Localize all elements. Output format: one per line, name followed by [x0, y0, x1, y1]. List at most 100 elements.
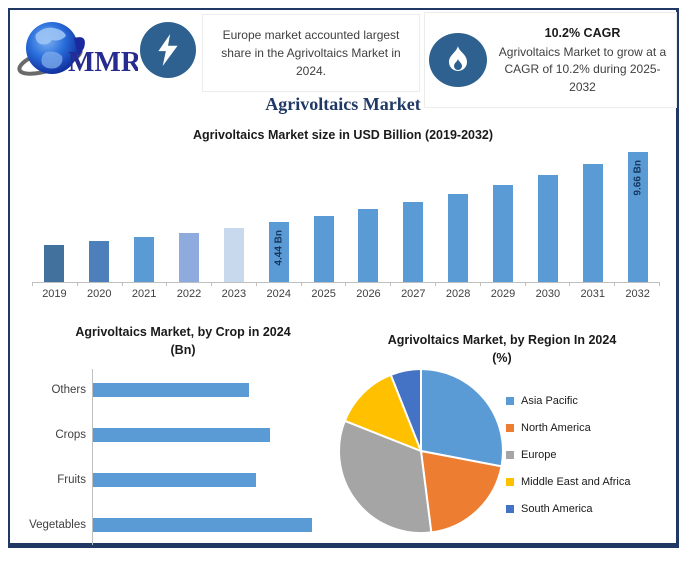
legend-marker [506, 450, 514, 459]
tick [615, 282, 660, 286]
x-axis-ticks [32, 282, 660, 286]
market-size-chart-title: Agrivoltaics Market size in USD Billion … [192, 128, 494, 142]
crop-chart-plot: Others Crops Fruits Vegetables [18, 367, 348, 547]
crop-row: Fruits [18, 457, 348, 502]
bar-column [436, 147, 481, 282]
x-axis-label: 2025 [311, 288, 336, 300]
bar-column [301, 147, 346, 282]
crop-category-label: Others [51, 383, 86, 396]
crop-bar-track [93, 427, 348, 442]
bar-column [391, 147, 436, 282]
bar-value-label: 4.44 Bn [273, 230, 285, 266]
tick [346, 282, 392, 286]
x-axis-label: 2030 [535, 288, 561, 300]
tick [570, 282, 616, 286]
highlight-note-text: Europe market accounted largest share in… [221, 28, 401, 78]
bar-column [77, 147, 122, 282]
legend-label: South America [521, 502, 593, 515]
tick [167, 282, 213, 286]
tick [78, 282, 123, 286]
x-axis-label: 2019 [42, 288, 67, 300]
x-axis-label: 2027 [401, 288, 426, 300]
x-axis-label: 2028 [445, 288, 471, 300]
bar-2031 [582, 164, 603, 282]
region-chart-title-line1: Agrivoltaics Market, by Region In 2024 [387, 333, 617, 347]
bar-column [167, 147, 212, 282]
x-axis-label: 2022 [176, 288, 202, 300]
infographic-frame: MMR Europe market accounted largest shar… [8, 8, 679, 548]
tick [33, 282, 78, 286]
legend-marker [506, 423, 514, 432]
mmr-logo: MMR [16, 16, 142, 84]
bar-column [122, 147, 167, 282]
region-chart-title-line2: (%) [492, 350, 512, 365]
bar-column [481, 147, 526, 282]
legend-item: North America [506, 421, 630, 434]
crop-bar-crops [93, 427, 270, 442]
legend-label: Europe [521, 448, 557, 461]
legend-item: South America [506, 502, 630, 515]
highlight-note: Europe market accounted largest share in… [202, 14, 420, 92]
flame-icon [429, 33, 487, 87]
cagr-heading: 10.2% CAGR [544, 25, 621, 40]
crop-bar-vegetables [93, 517, 312, 532]
crop-row: Others [18, 367, 348, 412]
bar-2030 [537, 175, 558, 282]
legend-item: Europe [506, 448, 630, 461]
crop-bar-track [93, 382, 348, 397]
tick [302, 282, 347, 286]
bar-2019 [44, 245, 65, 282]
bar-2024: 4.44 Bn [268, 222, 289, 282]
bar-column [32, 147, 77, 282]
tick [526, 282, 571, 286]
flame-glyph [449, 46, 467, 71]
bar-2027 [403, 202, 424, 282]
logo-text: MMR [68, 47, 138, 78]
x-axis-labels: 2019 2020 2021 2022 2023 2024 2025 2026 2027 2028… [32, 288, 660, 300]
crop-bar-fruits [93, 472, 256, 487]
bar-column [211, 147, 256, 282]
bar-column [525, 147, 570, 282]
crop-category-label: Crops [55, 428, 86, 441]
x-axis-label: 2032 [625, 288, 650, 300]
bar-2029 [493, 185, 514, 282]
bar-column [570, 147, 615, 282]
crop-category-label: Fruits [57, 473, 86, 486]
bar-2021 [134, 237, 155, 282]
crop-chart: Agrivoltaics Market, by Crop in 2024 (Bn… [18, 324, 348, 547]
bar-2025 [313, 216, 334, 282]
lightning-icon [140, 22, 196, 78]
x-axis-label: 2031 [580, 288, 605, 300]
cagr-note: 10.2% CAGR Agrivoltaics Market to grow a… [424, 12, 677, 108]
bar-column [346, 147, 391, 282]
legend-marker [506, 396, 514, 405]
tick [436, 282, 481, 286]
legend-marker [506, 477, 514, 486]
crop-bar-track [93, 472, 348, 487]
pie-slice-middle-east-and-africa [343, 373, 423, 453]
tick [481, 282, 526, 286]
tick [212, 282, 257, 286]
bar-column: 9.66 Bn [615, 147, 660, 282]
page-title: Agrivoltaics Market [265, 94, 421, 114]
x-axis-label: 2021 [131, 288, 157, 300]
tick [391, 282, 437, 286]
legend-label: North America [521, 421, 591, 434]
legend-marker [506, 504, 514, 513]
x-axis-label: 2023 [221, 288, 247, 300]
legend-item: Middle East and Africa [506, 475, 630, 488]
crop-chart-title-line1: Agrivoltaics Market, by Crop in 2024 [75, 325, 291, 339]
bar-2032: 9.66 Bn [627, 152, 648, 282]
legend-label: Middle East and Africa [521, 475, 631, 488]
bar-2023 [223, 228, 244, 282]
x-axis-label: 2020 [87, 288, 112, 300]
y-axis-line [92, 369, 93, 545]
globe-icon: MMR [17, 22, 142, 78]
crop-bar-track [93, 517, 348, 532]
region-legend: Asia Pacific North America Europe Middle Ea… [506, 394, 630, 529]
region-chart-title: Agrivoltaics Market, by Region In 2024 (… [328, 332, 676, 367]
region-pie [338, 367, 504, 534]
bar-column: 4.44 Bn [256, 147, 301, 282]
x-axis-label: 2029 [490, 288, 516, 300]
region-chart: Agrivoltaics Market, by Region In 2024 (… [328, 332, 676, 544]
